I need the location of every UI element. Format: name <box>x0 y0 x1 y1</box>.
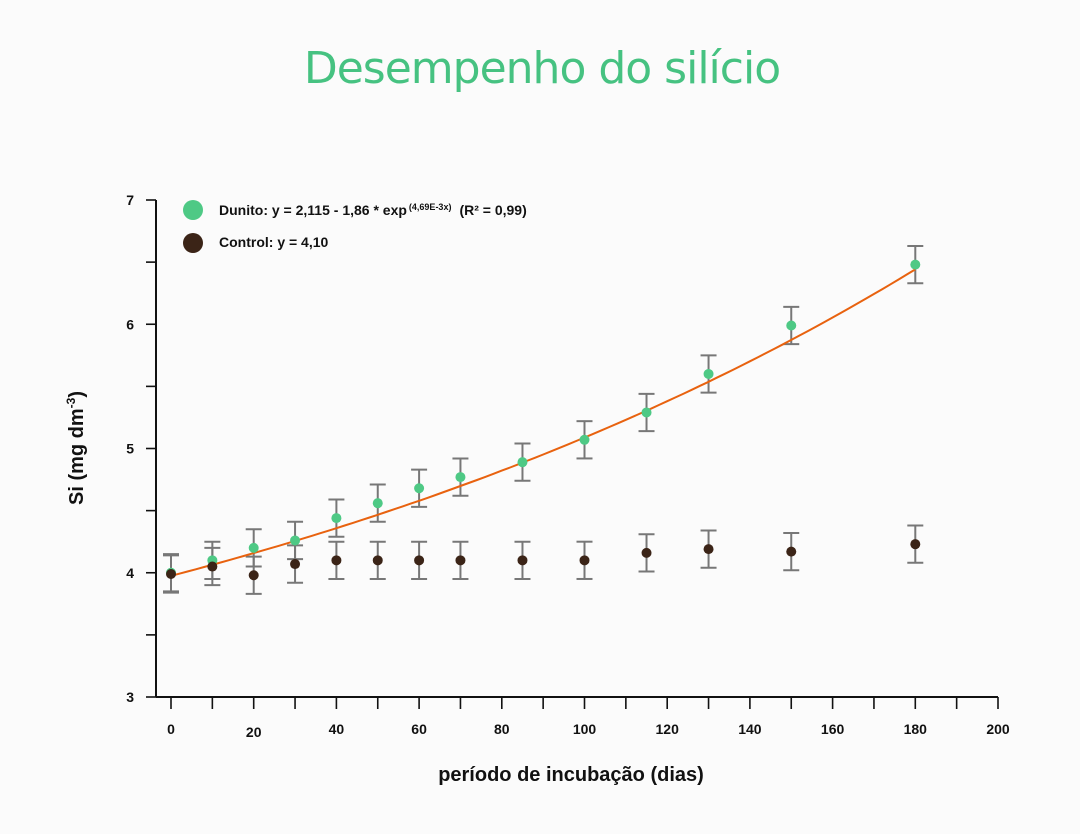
x-tick-label: 40 <box>329 721 345 737</box>
y-tick-label: 3 <box>126 689 134 705</box>
fit-curve-dunito <box>170 268 916 577</box>
chart-title: Desempenho do silício <box>304 43 780 94</box>
x-tick-label: 120 <box>656 721 680 737</box>
x-tick-label: 140 <box>738 721 762 737</box>
point-dunito <box>331 513 342 524</box>
point-control <box>248 570 259 581</box>
x-axis-label: período de incubação (dias) <box>438 764 704 786</box>
point-dunito <box>786 320 797 331</box>
point-control <box>579 555 590 566</box>
point-dunito <box>703 368 714 379</box>
y-tick-label: 5 <box>126 441 134 457</box>
fit-curve-group <box>170 268 916 577</box>
data-points <box>166 259 921 581</box>
point-control <box>372 555 383 566</box>
point-control <box>786 546 797 557</box>
point-dunito <box>455 472 466 483</box>
point-control <box>517 555 528 566</box>
point-control <box>910 539 921 550</box>
point-control <box>331 555 342 566</box>
point-control <box>455 555 466 566</box>
point-dunito <box>290 535 301 546</box>
y-axis-label-close: ) <box>66 391 88 398</box>
point-dunito <box>579 434 590 445</box>
y-tick-label: 4 <box>126 565 134 581</box>
axes: 3 4 5 6 7 0 20 40 60 80 100 120 140 160 180 200 <box>126 192 1010 740</box>
legend-dunito-marker <box>183 200 203 220</box>
legend-dunito-equation: Dunito: y = 2,115 - 1,86 * exp <box>219 202 407 218</box>
legend: Dunito: y = 2,115 - 1,86 * exp (4,69E-3x)… <box>183 200 527 253</box>
point-control <box>207 561 218 572</box>
point-dunito <box>372 498 383 509</box>
legend-dunito-label: Dunito: y = 2,115 - 1,86 * exp (4,69E-3x)… <box>219 202 527 218</box>
x-tick-label: 60 <box>411 721 427 737</box>
y-tick-label: 7 <box>126 192 134 208</box>
point-control <box>414 555 425 566</box>
point-dunito <box>641 407 652 418</box>
x-tick-label: 160 <box>821 721 845 737</box>
x-tick-label: 180 <box>904 721 928 737</box>
x-tick-label: 80 <box>494 721 510 737</box>
point-dunito <box>910 259 921 270</box>
legend-control-label: Control: y = 4,10 <box>219 234 329 250</box>
point-control <box>290 559 301 570</box>
y-tick-label: 6 <box>126 316 134 332</box>
y-axis-label-exponent: -3 <box>64 397 78 408</box>
x-tick-label: 0 <box>167 721 175 737</box>
legend-dunito-exponent: (4,69E-3x) <box>409 202 452 212</box>
point-control <box>166 568 176 579</box>
point-dunito <box>517 457 528 468</box>
point-dunito <box>414 483 425 494</box>
x-tick-label: 200 <box>986 721 1010 737</box>
legend-control-marker <box>183 233 203 253</box>
point-dunito <box>248 542 259 553</box>
y-axis-label: Si (mg dm-3) <box>64 391 88 505</box>
x-tick-label: 20 <box>246 724 262 740</box>
point-control <box>641 547 652 558</box>
legend-dunito-r2: (R² = 0,99) <box>459 202 526 218</box>
x-tick-label: 100 <box>573 721 597 737</box>
point-control <box>703 544 714 555</box>
y-axis-label-main: Si (mg dm <box>66 408 88 505</box>
error-bars <box>163 244 924 595</box>
